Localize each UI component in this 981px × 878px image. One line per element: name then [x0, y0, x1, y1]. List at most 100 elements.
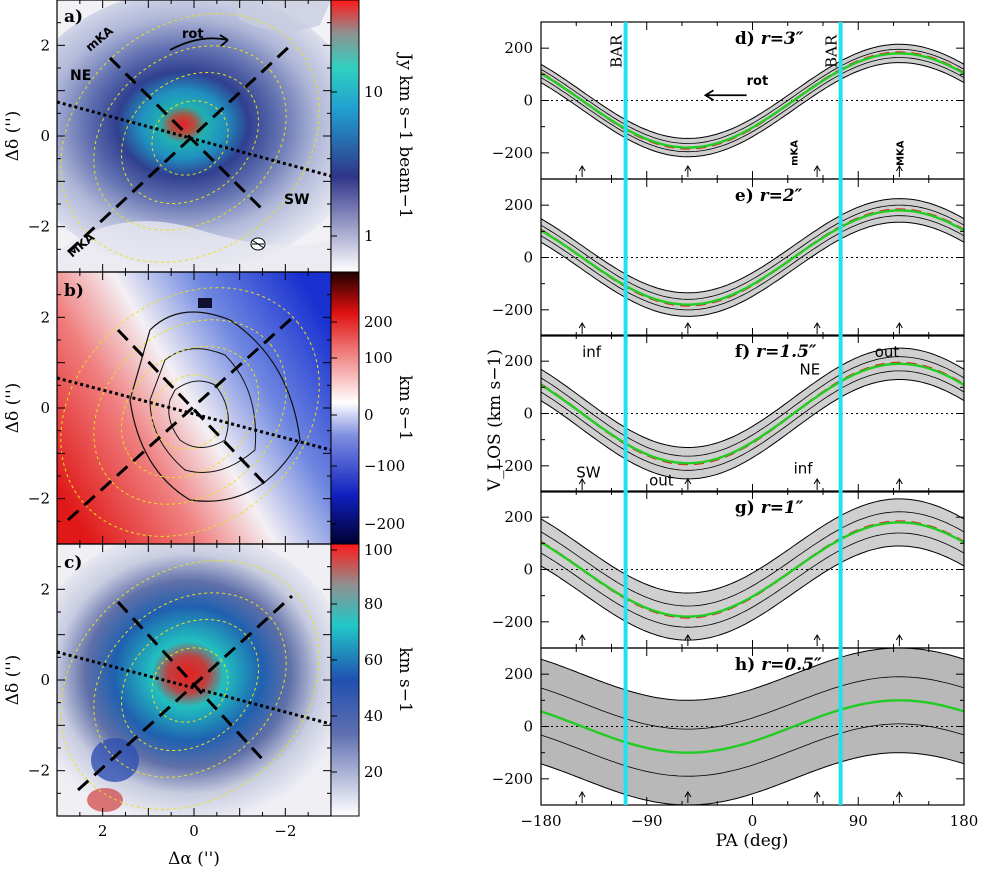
- pv-annotation-axis: MKA: [895, 140, 906, 166]
- map-xtick-label: 2: [98, 822, 108, 840]
- pv-panel-label: h) r=0.5″: [735, 655, 822, 675]
- pv-ytick-label: 200: [504, 665, 533, 683]
- colorbar-c: [330, 543, 360, 817]
- pv-ytick-label: 200: [504, 196, 533, 214]
- panel-c-ylabel: Δδ (''): [3, 655, 23, 706]
- panel-b-velocity-map: [57, 272, 331, 544]
- map-ytick-label: −2: [28, 490, 50, 508]
- bar-label: BAR: [608, 34, 626, 68]
- map-overlays: [56, 13, 332, 810]
- pv-ytick-label: −200: [492, 613, 533, 631]
- map-xtick-label: −2: [274, 822, 296, 840]
- pv-panel-1: 200 0 −200 e) r=2″: [492, 178, 965, 337]
- pv-xtick-label: 90: [849, 812, 868, 830]
- pv-annotation-f: out: [875, 343, 900, 361]
- panel-b-ylabel: Δδ (''): [3, 383, 23, 434]
- pv-panel-0: 200 0 −200 d) r=3″: [492, 21, 965, 180]
- circular-model-curve: [541, 362, 964, 465]
- map-ytick-label: 0: [40, 127, 50, 145]
- colorbar-tick-label: 200: [364, 313, 393, 331]
- panel-a-ylabel: Δδ (''): [3, 111, 23, 162]
- rot-arrow: [169, 37, 229, 51]
- colorbar-tick-label: 60: [364, 651, 383, 669]
- colorbar-tick-label: −200: [364, 515, 405, 533]
- pv-annotation-f: NE: [800, 360, 821, 378]
- pv-ytick-label: 0: [523, 249, 533, 267]
- colorbar-a: [330, 0, 360, 273]
- map-ticks: [56, 0, 332, 817]
- pv-emission-band: [541, 347, 964, 480]
- pv-emission-band: [541, 198, 964, 317]
- pv-xtick-label: 180: [950, 812, 979, 830]
- map-xtick-label: 0: [189, 822, 199, 840]
- pv-xtick-label: −180: [520, 812, 561, 830]
- pv-ytick-label: 0: [523, 718, 533, 736]
- pv-panel-2: 200 0 −200 f) r=1.5″: [492, 334, 965, 493]
- pv-panel-label: g) r=1″: [735, 498, 804, 518]
- colorbar-tick-label: 40: [364, 707, 383, 725]
- colorbar-tick-label: 80: [364, 595, 383, 613]
- colorbar-tick-label: 0: [364, 406, 374, 424]
- map-ytick-label: 0: [40, 671, 50, 689]
- panel-c-xlabel: Δα (''): [168, 849, 220, 869]
- pv-ytick-label: 200: [504, 508, 533, 526]
- pv-xtick-label: −90: [631, 812, 663, 830]
- annotation-ne: NE: [70, 68, 91, 84]
- panel-b-label: b): [64, 281, 84, 301]
- pv-annotation-f: inf: [582, 343, 602, 361]
- colorbar-tick-label: 10: [364, 83, 383, 101]
- colorbar-tick-label: 20: [364, 763, 383, 781]
- panel-c-label: c): [64, 553, 82, 573]
- pv-ytick-label: 0: [523, 561, 533, 579]
- pv-panel-label: e) r=2″: [735, 186, 803, 206]
- pv-xtick-label: 0: [748, 812, 758, 830]
- annotation-rot: rot: [182, 27, 204, 42]
- colorbar-c-label: km s−1: [395, 647, 415, 713]
- map-ytick-label: −2: [28, 218, 50, 236]
- pv-ytick-label: 200: [504, 352, 533, 370]
- pv-panel-label: d) r=3″: [735, 29, 804, 49]
- pv-panel-label: f) r=1.5″: [735, 342, 817, 362]
- panel-a-label: a): [64, 7, 83, 27]
- colorbar-tick-label: 1: [364, 227, 374, 245]
- colorbar-ticks: 10 1 200 100 0 −100 −200 100 80 60 40 20: [331, 83, 405, 781]
- pv-ytick-label: 200: [504, 39, 533, 57]
- pv-annotation-rot: rot: [747, 74, 769, 89]
- map-ytick-label: 2: [40, 580, 50, 598]
- circular-model-curve: [541, 209, 964, 306]
- map-ytick-label: 0: [40, 399, 50, 417]
- pv-annotation-f: inf: [794, 460, 814, 478]
- pv-ytick-label: −200: [492, 457, 533, 475]
- colorbar-b: [330, 271, 360, 545]
- pv-panel-3: 200 0 −200 g) r=1″: [492, 490, 965, 649]
- colorbar-tick-label: −100: [364, 457, 405, 475]
- pv-ytick-label: −200: [492, 770, 533, 788]
- pv-annotation-f: SW: [576, 464, 601, 482]
- panel-a-intensity-map: [57, 0, 331, 272]
- bar-label: BAR: [823, 34, 841, 68]
- annotation-sw: SW: [284, 192, 310, 208]
- colorbars: [330, 0, 360, 817]
- map-tick-labels: 2 0 −2 2 0 −2 2 0 −2 2 0 −2: [28, 36, 297, 840]
- colorbar-a-label: Jy km s−1 beam−1: [395, 51, 415, 218]
- map-ytick-label: 2: [40, 36, 50, 54]
- pv-xlabel: PA (deg): [716, 831, 789, 851]
- pv-ytick-label: 0: [523, 92, 533, 110]
- circular-model-curve: [541, 699, 964, 754]
- pv-panel-4: 200 0 −200 h) r=0.5″: [492, 647, 965, 806]
- pv-ylabel: V_LOS (km s−1): [485, 349, 505, 492]
- colorbar-tick-label: 100: [364, 541, 393, 559]
- pv-ytick-label: −200: [492, 301, 533, 319]
- circular-model-curve: [541, 52, 964, 149]
- pv-ytick-label: −200: [492, 144, 533, 162]
- colorbar-b-label: km s−1: [395, 375, 415, 441]
- panel-c-dispersion-map: [57, 544, 331, 816]
- colorbar-tick-label: 100: [364, 349, 393, 367]
- pv-ytick-label: 0: [523, 405, 533, 423]
- pv-annotation-axis: mKA: [790, 140, 801, 166]
- pv-emission-band: [541, 498, 964, 641]
- pv-diagram-panels: 200 0 −200 d) r=3″ 200 0 −200 e) r=2″ 200 0 −200 f)…: [492, 21, 979, 830]
- map-ytick-label: −2: [28, 762, 50, 780]
- circular-model-curve: [541, 521, 964, 618]
